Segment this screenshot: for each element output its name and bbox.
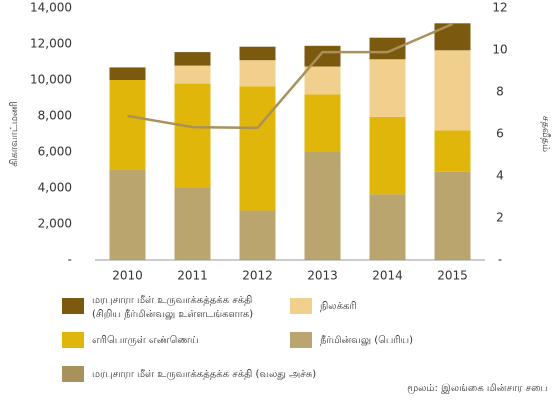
bar-segment — [109, 170, 146, 260]
bar-segment — [239, 210, 276, 260]
y-tick-label: 14,000 — [30, 1, 72, 15]
x-tick-label: 2012 — [242, 269, 273, 283]
bar-segment — [369, 194, 406, 260]
x-tick-label: 2013 — [307, 269, 338, 283]
y-tick-label: 8,000 — [38, 109, 72, 123]
bar-segment — [304, 66, 341, 95]
x-tick-label: 2014 — [372, 269, 403, 283]
legend-label: மரபுசாரா மீள் உருவாக்கத்தக்க சக்தி (வலது… — [92, 369, 316, 380]
bar-segment — [239, 46, 276, 61]
bar-segment — [174, 83, 211, 188]
bar-segment — [434, 50, 471, 131]
bar-segment — [434, 171, 471, 260]
legend-swatch — [290, 298, 312, 314]
bar-segment — [369, 59, 406, 117]
bar-segment — [174, 188, 211, 260]
y-tick-label: 6,000 — [38, 145, 72, 159]
legend-label: மரபுசாரா மீள் உருவாக்கத்தக்க சக்தி (சிறிய… — [92, 295, 253, 320]
bar-segment — [434, 23, 471, 51]
bar-segment — [109, 80, 146, 170]
y-tick-label: - — [68, 253, 72, 267]
legend-swatch — [62, 298, 84, 314]
legend-label: நிலக்கரி — [320, 301, 357, 312]
bar-segment — [434, 130, 471, 172]
legend-swatch — [290, 332, 312, 348]
bar-segment — [304, 94, 341, 152]
x-tick-label: 2011 — [177, 269, 208, 283]
y-tick-label: 2,000 — [38, 217, 72, 231]
bar-segment — [304, 152, 341, 260]
x-tick-label: 2010 — [112, 269, 143, 283]
y2-tick-label: 6 — [496, 127, 504, 141]
legend-label: நீர்மின்வலு (பெரிய) — [320, 335, 413, 346]
legend-swatch — [62, 366, 84, 382]
y2-tick-label: 12 — [492, 1, 507, 15]
bar-segment — [109, 67, 146, 80]
bar-segment — [304, 45, 341, 67]
legend-label: எரிபொருள் எண்ணெய் — [92, 335, 199, 346]
source-note: மூலம்: இலங்கை மின்சார சபை — [407, 383, 548, 394]
y-axis-title: கிகாவாட்மணி — [9, 101, 20, 167]
bar-segment — [174, 52, 211, 66]
bar-segment — [369, 37, 406, 60]
line-series — [127, 22, 453, 130]
x-tick-label: 2015 — [437, 269, 468, 283]
y2-tick-label: 8 — [496, 85, 504, 99]
bar-segment — [369, 116, 406, 195]
y-tick-label: 12,000 — [30, 37, 72, 51]
y2-axis-title: சதவீதம் — [540, 116, 551, 152]
bar-segment — [174, 65, 211, 84]
legend-swatch — [62, 332, 84, 348]
bar-segment — [239, 60, 276, 87]
y-tick-label: 4,000 — [38, 181, 72, 195]
y-tick-label: 10,000 — [30, 73, 72, 87]
y2-tick-label: 4 — [496, 169, 504, 183]
y2-tick-label: - — [498, 253, 502, 267]
bar-segment — [239, 86, 276, 211]
y2-tick-label: 2 — [496, 211, 504, 225]
y2-tick-label: 10 — [492, 43, 507, 57]
